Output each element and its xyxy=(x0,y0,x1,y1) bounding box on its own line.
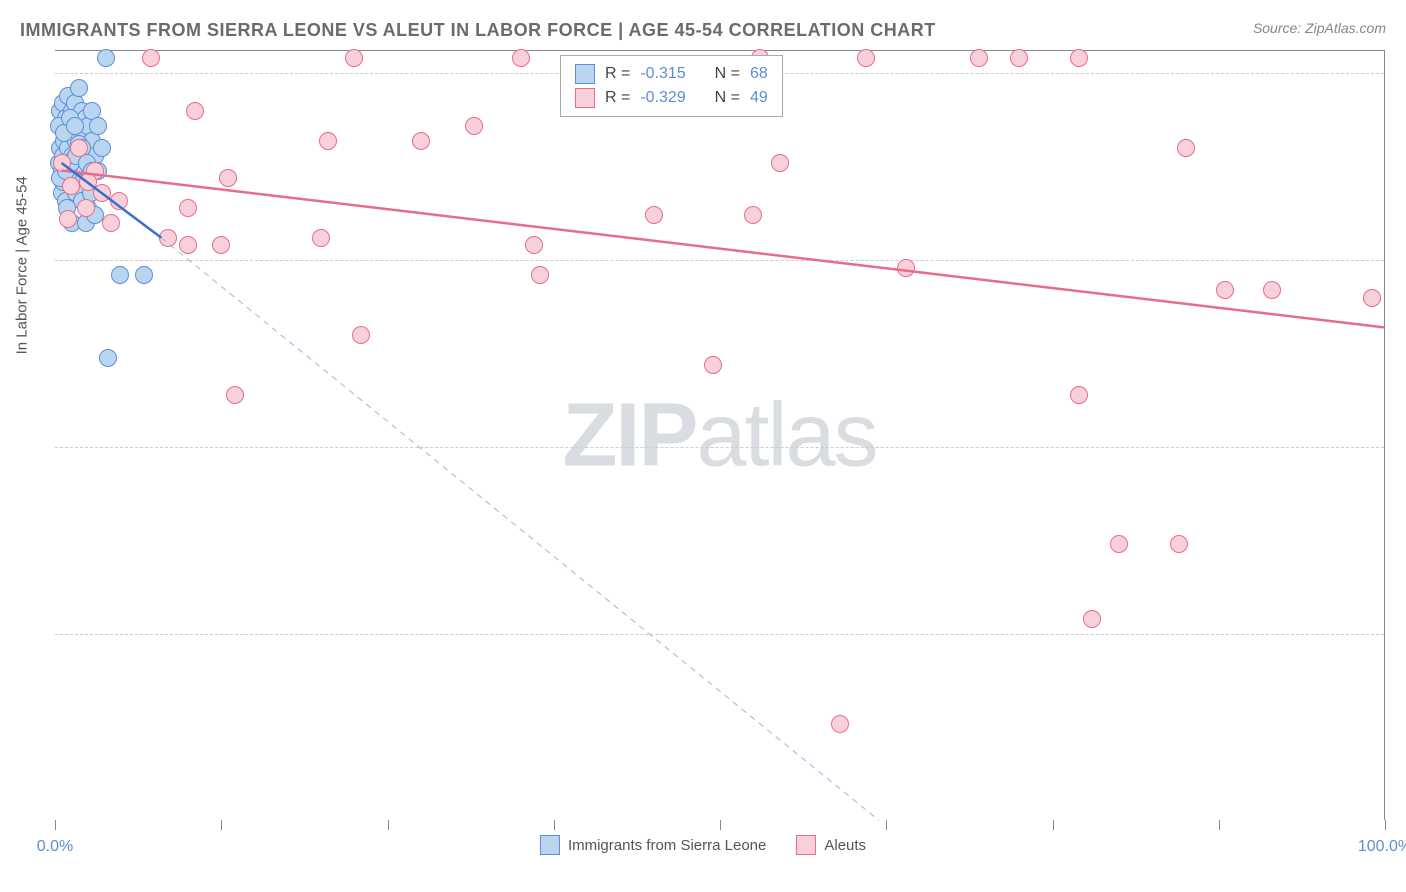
source-value: ZipAtlas.com xyxy=(1305,20,1386,36)
legend-correlation: R = -0.315 N = 68 R = -0.329 N = 49 xyxy=(560,55,783,117)
data-point xyxy=(53,154,71,172)
data-point xyxy=(525,236,543,254)
y-tick-label: 50.0% xyxy=(1394,438,1406,456)
r-label: R = xyxy=(605,89,630,107)
x-tick xyxy=(55,820,56,830)
x-tick xyxy=(1219,820,1220,830)
x-tick xyxy=(1053,820,1054,830)
gridline xyxy=(55,260,1384,261)
data-point xyxy=(102,214,120,232)
data-point xyxy=(1216,281,1234,299)
data-point xyxy=(897,259,915,277)
data-point xyxy=(99,349,117,367)
data-point xyxy=(142,49,160,67)
legend-swatch-pink xyxy=(575,88,595,108)
data-point xyxy=(212,236,230,254)
x-tick-label: 100.0% xyxy=(1358,838,1406,856)
legend-item: Aleuts xyxy=(796,835,866,855)
y-tick-label: 25.0% xyxy=(1394,625,1406,643)
data-point xyxy=(704,356,722,374)
legend-row: R = -0.315 N = 68 xyxy=(575,62,768,86)
data-point xyxy=(352,326,370,344)
r-value-0: -0.315 xyxy=(640,65,685,83)
data-point xyxy=(186,102,204,120)
data-point xyxy=(857,49,875,67)
x-tick xyxy=(554,820,555,830)
x-tick xyxy=(1385,820,1386,830)
data-point xyxy=(110,192,128,210)
data-point xyxy=(66,117,84,135)
data-point xyxy=(1177,139,1195,157)
plot-area: ZIPatlas 25.0%50.0%75.0%100.0% xyxy=(55,50,1385,820)
data-point xyxy=(1170,535,1188,553)
data-point xyxy=(59,210,77,228)
data-point xyxy=(226,386,244,404)
y-tick-label: 100.0% xyxy=(1394,64,1406,82)
y-tick-label: 75.0% xyxy=(1394,251,1406,269)
r-label: R = xyxy=(605,65,630,83)
data-point xyxy=(1363,289,1381,307)
data-point xyxy=(1010,49,1028,67)
legend-swatch-pink xyxy=(796,835,816,855)
legend-swatch-blue xyxy=(540,835,560,855)
legend-label: Immigrants from Sierra Leone xyxy=(568,837,766,854)
data-point xyxy=(89,117,107,135)
data-point xyxy=(312,229,330,247)
data-point xyxy=(512,49,530,67)
x-tick xyxy=(720,820,721,830)
x-tick-label: 0.0% xyxy=(37,838,73,856)
data-point xyxy=(1070,386,1088,404)
data-point xyxy=(62,177,80,195)
data-point xyxy=(1070,49,1088,67)
data-point xyxy=(135,266,153,284)
chart-title: IMMIGRANTS FROM SIERRA LEONE VS ALEUT IN… xyxy=(20,20,936,41)
legend-series: Immigrants from Sierra Leone Aleuts xyxy=(540,835,866,855)
data-point xyxy=(111,266,129,284)
data-point xyxy=(465,117,483,135)
n-label: N = xyxy=(715,89,740,107)
data-point xyxy=(1263,281,1281,299)
data-point xyxy=(159,229,177,247)
n-value-0: 68 xyxy=(750,65,768,83)
data-point xyxy=(179,199,197,217)
data-point xyxy=(93,139,111,157)
data-point xyxy=(645,206,663,224)
data-point xyxy=(1110,535,1128,553)
data-point xyxy=(412,132,430,150)
data-point xyxy=(970,49,988,67)
gridline xyxy=(55,634,1384,635)
data-point xyxy=(345,49,363,67)
data-point xyxy=(1083,610,1101,628)
n-value-1: 49 xyxy=(750,89,768,107)
y-axis-label: In Labor Force | Age 45-54 xyxy=(14,176,31,354)
data-point xyxy=(70,79,88,97)
data-point xyxy=(79,173,97,191)
data-point xyxy=(97,49,115,67)
data-point xyxy=(179,236,197,254)
correlation-chart: IMMIGRANTS FROM SIERRA LEONE VS ALEUT IN… xyxy=(0,0,1406,892)
legend-label: Aleuts xyxy=(824,837,866,854)
data-point xyxy=(744,206,762,224)
gridline xyxy=(55,447,1384,448)
data-point xyxy=(319,132,337,150)
data-point xyxy=(70,139,88,157)
legend-swatch-blue xyxy=(575,64,595,84)
x-tick xyxy=(388,820,389,830)
source-label: Source: xyxy=(1253,20,1305,36)
data-point xyxy=(77,199,95,217)
data-point xyxy=(531,266,549,284)
data-point xyxy=(219,169,237,187)
data-point xyxy=(831,715,849,733)
x-tick xyxy=(886,820,887,830)
legend-row: R = -0.329 N = 49 xyxy=(575,86,768,110)
x-tick xyxy=(221,820,222,830)
data-point xyxy=(771,154,789,172)
source-attribution: Source: ZipAtlas.com xyxy=(1253,20,1386,36)
legend-item: Immigrants from Sierra Leone xyxy=(540,835,766,855)
n-label: N = xyxy=(715,65,740,83)
r-value-1: -0.329 xyxy=(640,89,685,107)
